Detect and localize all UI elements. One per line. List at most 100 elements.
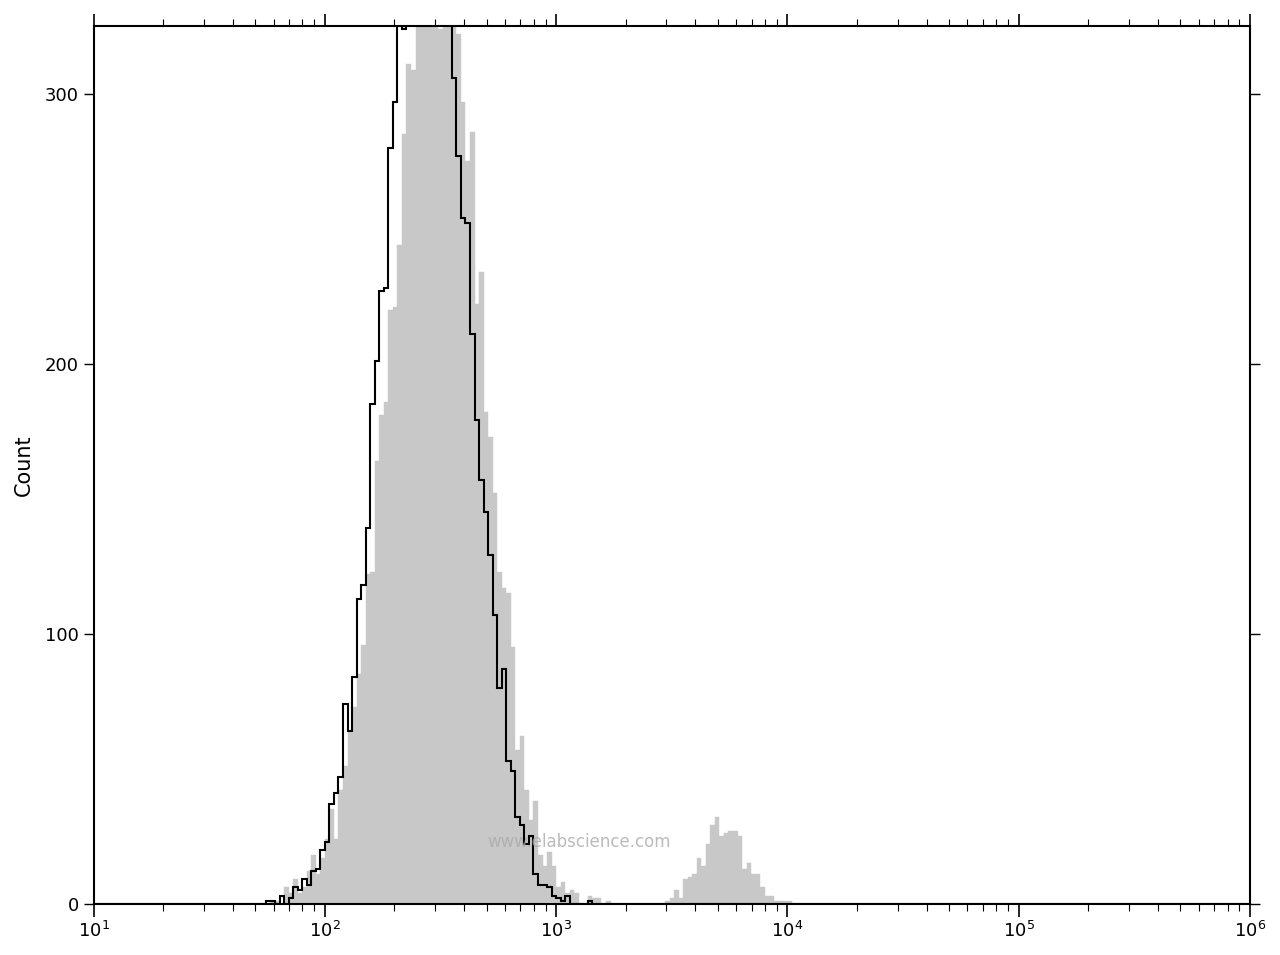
Bar <box>461 102 466 903</box>
Bar <box>596 899 602 903</box>
Bar <box>298 893 302 903</box>
Bar <box>320 858 325 903</box>
Bar <box>475 305 479 903</box>
Bar <box>588 896 593 903</box>
Bar <box>443 0 447 903</box>
Bar <box>388 309 393 903</box>
Bar <box>705 844 710 903</box>
Bar <box>470 132 475 903</box>
Bar <box>534 801 538 903</box>
Bar <box>701 866 705 903</box>
Bar <box>366 574 370 903</box>
Bar <box>774 901 778 903</box>
Bar <box>370 572 375 903</box>
Bar <box>783 901 787 903</box>
Bar <box>488 436 493 903</box>
Bar <box>270 901 275 903</box>
Bar <box>438 29 443 903</box>
Bar <box>402 135 407 903</box>
Bar <box>538 855 543 903</box>
Bar <box>764 896 769 903</box>
Bar <box>411 70 416 903</box>
Bar <box>692 874 696 903</box>
Bar <box>429 2 434 903</box>
Bar <box>484 413 488 903</box>
Bar <box>293 880 298 903</box>
Bar <box>425 0 429 903</box>
Bar <box>556 887 561 903</box>
Bar <box>593 899 596 903</box>
Bar <box>728 831 733 903</box>
Bar <box>452 0 457 903</box>
Y-axis label: Count: Count <box>14 435 33 496</box>
Bar <box>493 494 497 903</box>
Bar <box>325 838 329 903</box>
Bar <box>352 707 357 903</box>
Bar <box>479 272 484 903</box>
Bar <box>329 809 334 903</box>
Bar <box>724 834 728 903</box>
Bar <box>669 899 675 903</box>
Bar <box>507 593 511 903</box>
Bar <box>384 402 388 903</box>
Bar <box>343 766 348 903</box>
Bar <box>275 901 279 903</box>
Bar <box>520 736 525 903</box>
Bar <box>357 674 361 903</box>
Bar <box>393 308 397 903</box>
Bar <box>375 461 379 903</box>
Text: www.elabscience.com: www.elabscience.com <box>488 834 671 851</box>
Bar <box>502 588 507 903</box>
Bar <box>466 161 470 903</box>
Bar <box>302 887 307 903</box>
Bar <box>566 893 570 903</box>
Bar <box>714 817 719 903</box>
Bar <box>288 893 293 903</box>
Bar <box>710 825 714 903</box>
Bar <box>719 837 724 903</box>
Bar <box>397 245 402 903</box>
Bar <box>525 791 529 903</box>
Bar <box>416 0 420 903</box>
Bar <box>547 853 552 903</box>
Bar <box>666 901 669 903</box>
Bar <box>605 901 611 903</box>
Bar <box>769 896 774 903</box>
Bar <box>516 750 520 903</box>
Bar <box>746 863 751 903</box>
Bar <box>696 858 701 903</box>
Bar <box>687 877 692 903</box>
Bar <box>434 0 438 903</box>
Bar <box>737 837 742 903</box>
Bar <box>447 0 452 903</box>
Bar <box>338 791 343 903</box>
Bar <box>334 838 338 903</box>
Bar <box>379 415 384 903</box>
Bar <box>678 899 684 903</box>
Bar <box>561 882 566 903</box>
Bar <box>570 890 575 903</box>
Bar <box>529 820 534 903</box>
Bar <box>778 901 783 903</box>
Bar <box>497 572 502 903</box>
Bar <box>733 831 737 903</box>
Bar <box>684 880 687 903</box>
Bar <box>543 866 547 903</box>
Bar <box>311 855 316 903</box>
Bar <box>751 874 755 903</box>
Bar <box>284 887 288 903</box>
Bar <box>307 871 311 903</box>
Bar <box>675 890 678 903</box>
Bar <box>511 647 516 903</box>
Bar <box>760 887 764 903</box>
Bar <box>361 645 366 903</box>
Bar <box>575 893 579 903</box>
Bar <box>348 731 352 903</box>
Bar <box>457 34 461 903</box>
Bar <box>552 866 556 903</box>
Bar <box>742 868 746 903</box>
Bar <box>407 64 411 903</box>
Bar <box>316 874 320 903</box>
Bar <box>420 13 425 903</box>
Bar <box>787 901 792 903</box>
